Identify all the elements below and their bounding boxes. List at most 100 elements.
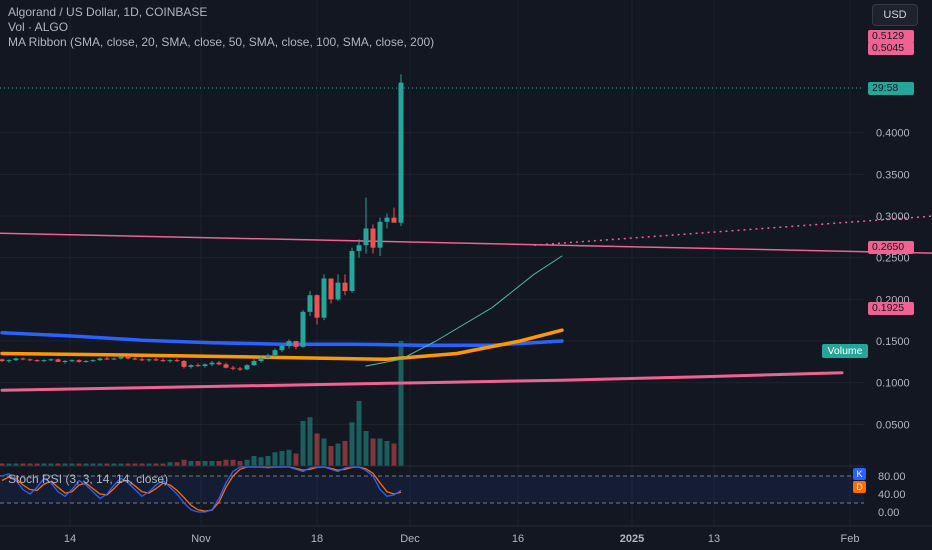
- volume-bar: [300, 421, 306, 466]
- price-axis[interactable]: 0.40000.35000.30000.25000.20000.15000.10…: [876, 128, 910, 519]
- candle-body: [293, 341, 299, 347]
- stoch-rsi-legend[interactable]: Stoch RSI (3, 3, 14, 14, close): [8, 472, 169, 486]
- sma100-line: [0, 330, 564, 347]
- stoch-rsi-pane: [0, 465, 864, 513]
- ma-ribbon-legend[interactable]: MA Ribbon (SMA, close, 20, SMA, close, 5…: [8, 35, 435, 49]
- volume-bar: [146, 463, 152, 466]
- volume-bar: [363, 431, 369, 466]
- volume-bar: [398, 341, 404, 466]
- stoch-band: [0, 476, 864, 503]
- stoch-tick-label: 80.00: [878, 471, 906, 483]
- time-tick-label: 2025: [620, 533, 644, 545]
- time-tick-label: 14: [64, 533, 76, 545]
- volume-bar: [279, 451, 285, 466]
- time-tick-label: 13: [708, 533, 720, 545]
- volume-bar: [335, 443, 341, 466]
- time-tick-label: Feb: [841, 533, 860, 545]
- candle-body: [167, 360, 173, 362]
- volume-bar: [377, 438, 383, 466]
- trend-lines[interactable]: [0, 195, 932, 259]
- volume-bar: [62, 463, 68, 466]
- candle-body: [321, 278, 327, 318]
- time-tick-label: Dec: [400, 533, 420, 545]
- volume-bar: [328, 446, 334, 466]
- volume-bar: [202, 461, 208, 466]
- candle-body: [230, 367, 236, 369]
- volume-bar: [20, 463, 26, 466]
- volume-bar: [90, 463, 96, 466]
- candle-body: [265, 355, 271, 358]
- high-price-tag: 0.5129: [868, 30, 914, 43]
- volume-bar: [349, 422, 355, 466]
- time-tick-label: Nov: [191, 533, 211, 545]
- volume-bar: [307, 417, 313, 466]
- volume-bar: [223, 459, 229, 466]
- price-tick-label: 0.3500: [876, 169, 910, 181]
- candle-body: [34, 360, 40, 362]
- candle-body: [132, 358, 138, 360]
- candle-body: [300, 311, 306, 347]
- candle-body: [153, 359, 159, 361]
- volume-bar: [41, 463, 47, 466]
- price-tick-label: 0.0500: [876, 419, 910, 431]
- candle-body: [202, 364, 208, 367]
- d-badge: D: [853, 481, 866, 493]
- candle-body: [181, 361, 187, 367]
- currency-button[interactable]: USD: [872, 4, 918, 26]
- candle-body: [244, 365, 250, 370]
- candle-body: [209, 362, 215, 365]
- volume-bar: [34, 463, 40, 466]
- volume-bar: [125, 463, 131, 466]
- candle-body: [307, 295, 313, 312]
- volume-bar: [342, 441, 348, 466]
- candle-body: [111, 358, 117, 360]
- volume-bar: [314, 433, 320, 466]
- volume-bar: [48, 463, 54, 466]
- volume-bar: [391, 443, 397, 466]
- candle-body: [69, 360, 75, 362]
- candle-body: [13, 358, 19, 361]
- k-badge: K: [853, 468, 866, 480]
- volume-bar: [188, 461, 194, 466]
- volume-bar: [195, 461, 201, 466]
- candle-body: [195, 365, 201, 367]
- volume-tag: Volume: [822, 344, 868, 358]
- volume-bar: [286, 449, 292, 466]
- volume-bars: [0, 341, 404, 466]
- resistance-trendline: [0, 232, 932, 254]
- candle-body: [370, 228, 376, 248]
- volume-bar: [384, 441, 390, 466]
- candle-body: [398, 82, 404, 223]
- candle-body: [174, 360, 180, 362]
- candle-body: [223, 364, 229, 368]
- volume-bar: [139, 463, 145, 466]
- volume-bar: [293, 453, 299, 466]
- candle-body: [363, 228, 369, 246]
- sma20-line: [365, 255, 563, 367]
- stoch-tick-label: 40.00: [878, 489, 906, 501]
- volume-bar: [258, 457, 264, 466]
- volume-bar: [153, 463, 159, 466]
- volume-bar: [27, 463, 33, 466]
- countdown-tag: 29:58: [868, 82, 914, 95]
- price-tick-label: 0.1500: [876, 336, 910, 348]
- sma200-line: [0, 371, 844, 392]
- volume-bar: [69, 463, 75, 466]
- price-tick-label: 0.3000: [876, 211, 910, 223]
- candle-body: [55, 359, 61, 362]
- candle-body: [377, 221, 383, 248]
- volume-legend[interactable]: Vol · ALGO: [8, 20, 69, 34]
- volume-bar: [237, 461, 243, 466]
- candle-body: [349, 251, 355, 292]
- volume-bar: [216, 461, 222, 466]
- candle-body: [20, 358, 26, 360]
- moving-average-ribbon: [0, 255, 844, 392]
- volume-bar: [97, 463, 103, 466]
- symbol-title[interactable]: Algorand / US Dollar, 1D, COINBASE: [8, 5, 208, 19]
- volume-bar: [251, 456, 257, 466]
- candle-body: [335, 282, 341, 300]
- price-tick-label: 0.4000: [876, 128, 910, 140]
- time-axis[interactable]: 14 Nov 18 Dec 16 2025 13 Feb: [0, 525, 932, 545]
- volume-bar: [76, 463, 82, 466]
